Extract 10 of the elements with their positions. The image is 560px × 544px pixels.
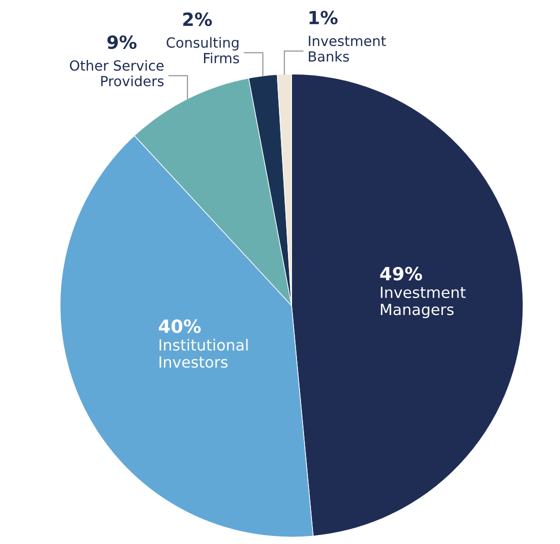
slice-label: Institutional Investors [160, 338, 248, 368]
slice-label: Investment Banks [308, 36, 386, 62]
data-label: 9% [107, 35, 137, 50]
data-label: 49% [380, 266, 422, 280]
slice-label: Consulting Firms [166, 37, 240, 64]
slice-label: Other Service Providers [70, 60, 164, 86]
slice-label: Investment Managers [380, 286, 466, 318]
data-label: 1% [310, 10, 338, 24]
data-label: 40% [158, 319, 201, 334]
data-label: 2% [183, 12, 212, 26]
